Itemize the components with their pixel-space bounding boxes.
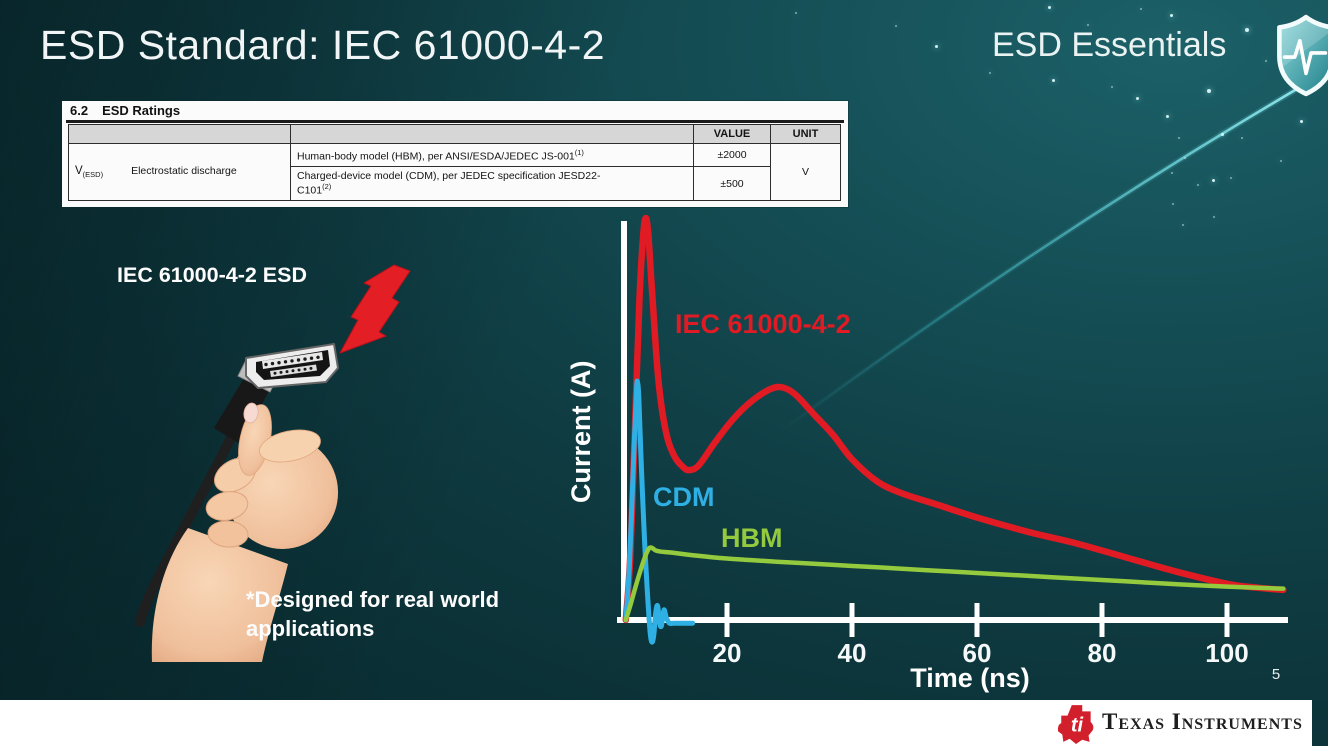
- x-tick-label: 100: [1205, 638, 1249, 668]
- footnote: *Designed for real world applications: [246, 587, 500, 641]
- star-dot: [1052, 79, 1055, 82]
- x-tick-label: 40: [837, 638, 867, 668]
- svg-text:ti: ti: [1071, 714, 1084, 736]
- header-empty-cell2: [290, 124, 694, 144]
- program-name: ESD Essentials: [992, 26, 1227, 64]
- footer-bar: ti Texas Instruments: [0, 700, 1312, 746]
- star-dot: [1182, 224, 1184, 226]
- star-dot: [895, 25, 897, 27]
- table-row-hbm: V(ESD) Electrostatic discharge Human-body…: [68, 143, 841, 201]
- star-dot: [1241, 137, 1243, 139]
- curve-cdm: [623, 378, 696, 645]
- star-dot: [1207, 89, 1211, 93]
- star-dot: [1184, 157, 1186, 159]
- star-dot: [935, 45, 938, 48]
- curve-hbm: [623, 545, 1286, 623]
- unit-header: UNIT: [770, 124, 841, 144]
- x-axis-label: Time (ns): [910, 663, 1030, 693]
- curve-iec-61000-4-2: [622, 214, 1287, 624]
- illustration-label: IEC 61000-4-2 ESD: [117, 263, 308, 287]
- y-axis-label: Current (A): [566, 360, 596, 504]
- section-title: ESD Ratings: [102, 103, 181, 118]
- lightning-bolt-icon: [339, 264, 411, 354]
- fingernail: [243, 402, 259, 424]
- star-dot: [1300, 120, 1303, 123]
- ratings-table: VALUE UNIT V(ESD) Electrostatic discharge…: [68, 124, 841, 201]
- brand-wordmark: Texas Instruments: [1102, 709, 1303, 734]
- star-dot: [1166, 115, 1169, 118]
- star-dot: [1213, 216, 1215, 218]
- ratings-heading: 6.2 ESD Ratings: [70, 103, 180, 118]
- star-dot: [1136, 97, 1139, 100]
- x-tick-label: 60: [962, 638, 992, 668]
- symbol-cell: V(ESD) Electrostatic discharge: [68, 143, 291, 201]
- star-dot: [1197, 184, 1199, 186]
- curve-label-cdm: CDM: [653, 482, 715, 512]
- x-tick-label: 20: [712, 638, 742, 668]
- ti-logo-icon: ti: [1057, 705, 1094, 744]
- page-number: 5: [1271, 666, 1281, 683]
- hbm-description: Human-body model (HBM), per ANSI/ESDA/JE…: [290, 143, 694, 167]
- table-row-cdm: Charged-device model (CDM), per JEDEC sp…: [69, 166, 841, 201]
- star-dot: [1171, 172, 1173, 174]
- star-dot: [1140, 8, 1142, 10]
- thumb: [259, 429, 321, 463]
- cdm-value: ±500: [693, 166, 771, 201]
- star-dot: [1280, 160, 1282, 162]
- star-dot: [1245, 28, 1249, 32]
- star-dot: [1048, 6, 1051, 9]
- star-dot: [1170, 14, 1173, 17]
- row-label: Electrostatic discharge: [131, 164, 237, 177]
- x-ticks: [724, 603, 1230, 637]
- star-dot: [1230, 177, 1232, 179]
- star-dot: [1111, 86, 1113, 88]
- star-dot: [1172, 203, 1174, 205]
- star-dot: [1212, 179, 1215, 182]
- star-dot: [795, 12, 797, 14]
- header-empty-cell: [68, 124, 291, 144]
- star-dot: [989, 72, 991, 74]
- star-dot: [1178, 137, 1180, 139]
- curves: [622, 214, 1287, 645]
- esd-shield-icon: [1277, 14, 1328, 97]
- star-dot: [1265, 60, 1267, 62]
- star-dot: [1221, 133, 1224, 136]
- hand-connector-illustration: [135, 264, 411, 662]
- hdmi-connector: [245, 343, 339, 389]
- table-header-row: VALUE UNIT: [68, 124, 841, 144]
- heading-rule: [66, 120, 844, 123]
- slide-title: ESD Standard: IEC 61000-4-2: [40, 22, 606, 68]
- unit-cell: V: [770, 143, 841, 201]
- forearm: [151, 528, 288, 662]
- cdm-description: Charged-device model (CDM), per JEDEC sp…: [290, 166, 694, 201]
- star-dot: [1087, 24, 1089, 26]
- cable: [135, 415, 245, 627]
- x-tick-label: 80: [1087, 638, 1117, 668]
- ratings-panel: 6.2 ESD Ratings VALUE UNIT V(ESD) Electros…: [62, 101, 848, 207]
- section-number: 6.2: [70, 103, 89, 118]
- curve-label-iec: IEC 61000-4-2: [675, 309, 851, 339]
- curve-label-hbm: HBM: [721, 523, 783, 553]
